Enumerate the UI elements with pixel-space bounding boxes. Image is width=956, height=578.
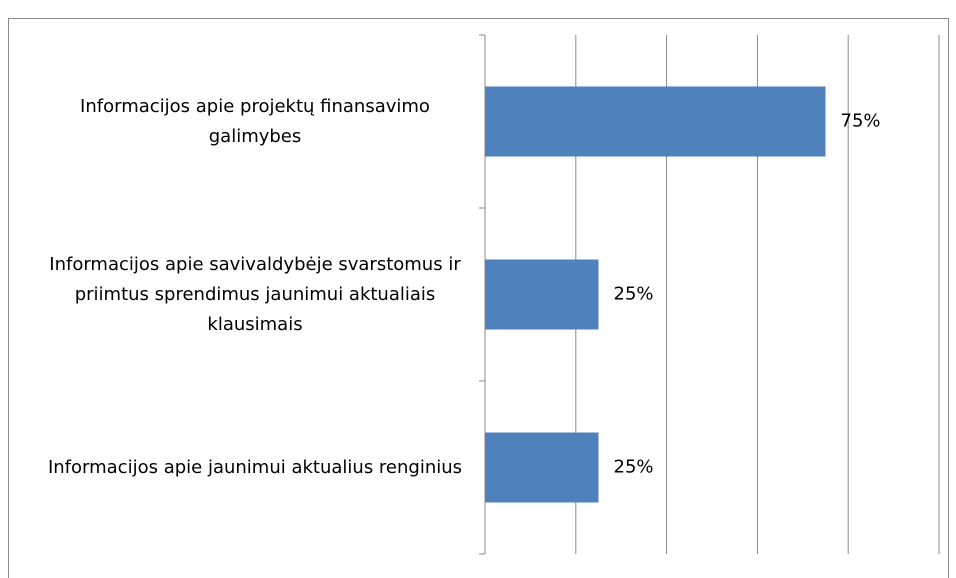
category-label: Informacijos apie savivaldybėje svarstom… <box>49 253 461 335</box>
category-label: Informacijos apie projektų finansavimo g… <box>80 95 430 147</box>
bar <box>485 86 826 157</box>
chart-frame <box>8 18 949 578</box>
data-label: 25% <box>614 457 654 478</box>
bar <box>485 432 599 503</box>
data-label: 25% <box>614 284 654 305</box>
bar <box>485 259 599 330</box>
category-label: Informacijos apie jaunimui aktualius ren… <box>47 456 463 478</box>
data-label: 75% <box>841 111 881 132</box>
